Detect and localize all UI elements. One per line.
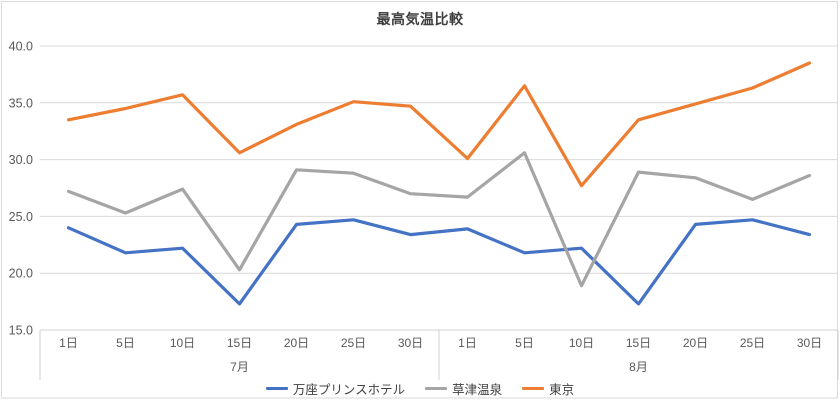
x-tick-label: 1日 <box>458 336 477 350</box>
legend-label: 東京 <box>549 382 575 397</box>
x-tick-label: 20日 <box>683 336 708 350</box>
legend-item-tokyo: 東京 <box>522 379 574 398</box>
x-tick-label: 5日 <box>116 336 135 350</box>
legend-line-swatch-icon <box>265 386 288 390</box>
legend-item-kusatsu-onsen: 草津温泉 <box>425 379 502 398</box>
series-line-tokyo <box>66 61 812 188</box>
x-tick-label: 1日 <box>59 336 78 350</box>
y-tick-label: 30.0 <box>9 153 33 167</box>
y-tick-label: 25.0 <box>9 210 33 224</box>
x-tick-label: 25日 <box>341 336 366 350</box>
legend-label: 万座プリンスホテル <box>292 382 406 397</box>
series-line-manza-prince-hotel <box>66 218 812 306</box>
x-tick-label: 10日 <box>569 336 594 350</box>
x-tick-label: 15日 <box>227 336 252 350</box>
x-tick-label: 25日 <box>740 336 765 350</box>
chart-title: 最高気温比較 <box>376 11 464 27</box>
y-tick-label: 20.0 <box>9 267 33 281</box>
legend: 万座プリンスホテル 草津温泉 東京 <box>0 379 840 397</box>
month-label: 8月 <box>629 360 648 374</box>
legend-line-swatch-icon <box>425 386 448 390</box>
x-tick-label: 15日 <box>626 336 651 350</box>
legend-label: 草津温泉 <box>452 382 503 397</box>
x-tick-label: 10日 <box>170 336 195 350</box>
legend-item-manza-prince-hotel: 万座プリンスホテル <box>265 379 406 398</box>
y-tick-label: 35.0 <box>9 96 33 110</box>
month-label: 7月 <box>230 360 249 374</box>
legend-line-swatch-icon <box>522 386 545 390</box>
series-line-kusatsu-onsen <box>66 151 812 288</box>
y-tick-label: 40.0 <box>9 40 33 54</box>
x-tick-label: 20日 <box>284 336 309 350</box>
x-tick-label: 30日 <box>398 336 423 350</box>
y-tick-label: 15.0 <box>9 324 33 338</box>
x-tick-label: 5日 <box>515 336 534 350</box>
x-tick-label: 30日 <box>797 336 822 350</box>
